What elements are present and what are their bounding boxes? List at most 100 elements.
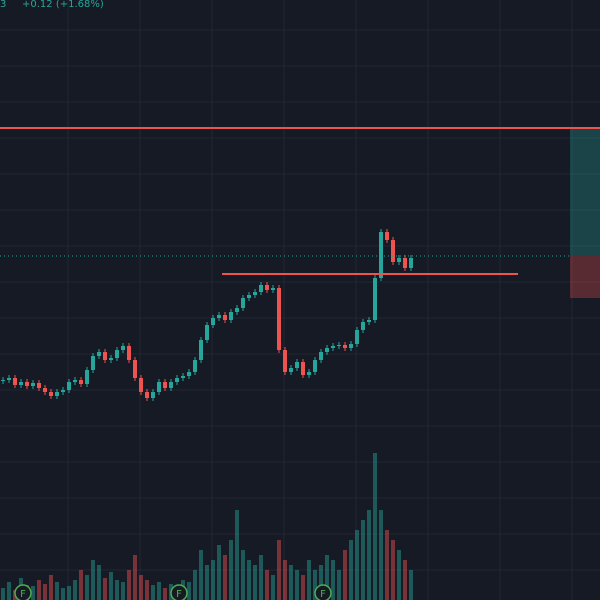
volume-bar	[151, 585, 155, 600]
volume-bar	[313, 570, 317, 600]
price-change: +0.12 (+1.68%)	[22, 0, 104, 10]
candle-body	[103, 352, 107, 360]
candle-body	[235, 308, 239, 312]
candle-body	[91, 356, 95, 370]
volume-bar	[229, 540, 233, 600]
volume-bar	[199, 550, 203, 600]
candle-body	[313, 360, 317, 372]
volume-bar	[403, 560, 407, 600]
volume-bar	[157, 582, 161, 600]
volume-bar	[241, 550, 245, 600]
candle-body	[229, 312, 233, 320]
candle-body	[193, 360, 197, 372]
candle-body	[7, 378, 11, 380]
candle-body	[151, 392, 155, 398]
volume-bar	[373, 453, 377, 600]
volume-bar	[1, 588, 5, 600]
volume-bar	[265, 570, 269, 600]
candle-body	[133, 360, 137, 378]
volume-bar	[103, 578, 107, 600]
candle-body	[163, 382, 167, 388]
volume-bar	[367, 510, 371, 600]
volume-bar	[295, 570, 299, 600]
volume-bar	[97, 565, 101, 600]
candle-body	[49, 392, 53, 396]
candle-body	[391, 240, 395, 262]
candle-body	[25, 382, 29, 386]
candle-body	[145, 392, 149, 398]
volume-bar	[61, 588, 65, 600]
candle-body	[67, 382, 71, 390]
volume-bar	[283, 560, 287, 600]
candle-body	[385, 232, 389, 240]
volume-bar	[307, 560, 311, 600]
volume-bar	[331, 560, 335, 600]
candle-body	[85, 370, 89, 384]
candle-body	[181, 376, 185, 378]
candle-body	[139, 378, 143, 392]
volume-bar	[379, 510, 383, 600]
volume-bar	[49, 575, 53, 600]
profit-zone	[570, 128, 600, 256]
loss-zone	[570, 256, 600, 298]
candle-body	[31, 383, 35, 386]
volume-bar	[343, 550, 347, 600]
candle-body	[211, 318, 215, 325]
volume-bar	[337, 570, 341, 600]
candle-body	[175, 378, 179, 382]
candle-body	[169, 382, 173, 388]
volume-bar	[397, 550, 401, 600]
candle-body	[403, 258, 407, 268]
candle-body	[259, 285, 263, 292]
candle-body	[61, 390, 65, 392]
candle-body	[157, 382, 161, 392]
candle-body	[271, 288, 275, 290]
volume-bar	[253, 565, 257, 600]
candle-body	[277, 288, 281, 350]
volume-bar	[355, 530, 359, 600]
candle-body	[13, 378, 17, 385]
candle-body	[97, 352, 101, 356]
candle-body	[361, 322, 365, 330]
volume-bar	[133, 555, 137, 600]
candle-body	[115, 350, 119, 358]
candle-body	[373, 278, 377, 320]
volume-bar	[361, 520, 365, 600]
volume-bar	[325, 555, 329, 600]
volume-bar	[223, 555, 227, 600]
volume-bar	[67, 586, 71, 600]
volume-bar	[391, 540, 395, 600]
candle-body	[253, 292, 257, 295]
candle-body	[397, 258, 401, 262]
volume-bar	[121, 582, 125, 600]
volume-bar	[73, 580, 77, 600]
candle-body	[187, 372, 191, 376]
volume-bar	[139, 575, 143, 600]
event-marker	[314, 584, 332, 600]
volume-bar	[193, 570, 197, 600]
volume-bar	[187, 582, 191, 600]
candle-body	[409, 258, 413, 268]
candle-body	[367, 320, 371, 322]
candle-body	[121, 346, 125, 350]
event-marker	[14, 584, 32, 600]
volume-bar	[319, 565, 323, 600]
candle-body	[217, 315, 221, 318]
volume-bar	[55, 582, 59, 600]
volume-bar	[409, 570, 413, 600]
volume-bar	[37, 580, 41, 600]
volume-bar	[7, 582, 11, 600]
event-label: F	[20, 589, 26, 600]
candle-body	[37, 383, 41, 388]
volume-bar	[349, 540, 353, 600]
candle-body	[265, 285, 269, 290]
event-label: F	[176, 589, 182, 600]
candle-body	[247, 295, 251, 298]
candle-body	[127, 346, 131, 360]
candle-body	[301, 362, 305, 375]
volume-bar	[145, 580, 149, 600]
volume-bar	[127, 570, 131, 600]
